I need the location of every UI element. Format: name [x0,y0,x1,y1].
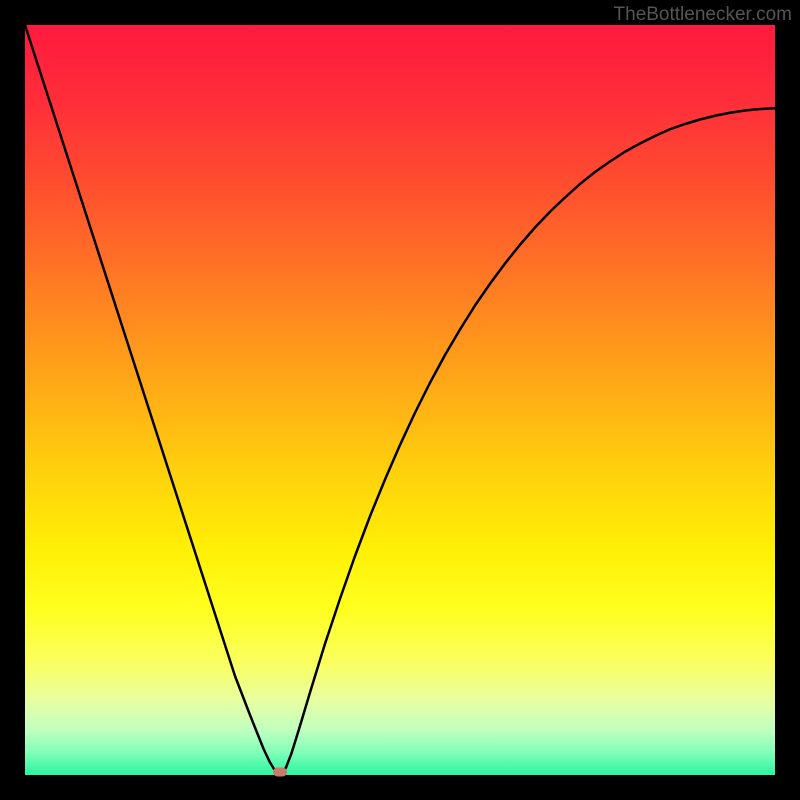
watermark-text: TheBottlenecker.com [614,4,792,26]
chart-container: TheBottlenecker.com [0,0,800,800]
bottleneck-curve-chart [0,0,800,800]
plot-background [25,25,775,775]
minimum-marker [273,768,287,777]
